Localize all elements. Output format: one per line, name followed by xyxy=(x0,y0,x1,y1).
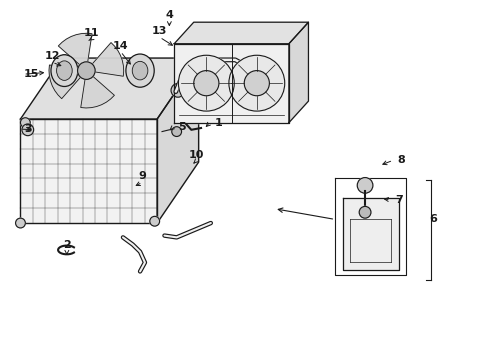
Polygon shape xyxy=(86,42,123,76)
Polygon shape xyxy=(289,22,308,123)
Circle shape xyxy=(172,127,182,136)
Polygon shape xyxy=(343,198,399,270)
Text: 6: 6 xyxy=(429,215,437,224)
Text: 1: 1 xyxy=(214,118,222,128)
Circle shape xyxy=(178,55,234,111)
Ellipse shape xyxy=(56,61,72,80)
Circle shape xyxy=(244,71,270,96)
Polygon shape xyxy=(81,71,114,108)
Text: 9: 9 xyxy=(139,171,147,181)
Circle shape xyxy=(22,124,34,136)
Polygon shape xyxy=(21,58,198,119)
Text: 3: 3 xyxy=(24,124,31,134)
Circle shape xyxy=(229,55,285,111)
Circle shape xyxy=(77,62,95,80)
Text: 2: 2 xyxy=(63,239,71,249)
Circle shape xyxy=(171,84,185,97)
Text: 7: 7 xyxy=(395,195,403,205)
Circle shape xyxy=(359,206,371,218)
Text: 13: 13 xyxy=(152,26,167,36)
Polygon shape xyxy=(174,22,308,44)
Text: 4: 4 xyxy=(166,10,173,20)
Polygon shape xyxy=(157,58,198,223)
Text: 12: 12 xyxy=(45,51,60,61)
Polygon shape xyxy=(21,119,157,223)
Polygon shape xyxy=(58,33,92,71)
Text: 10: 10 xyxy=(189,150,204,160)
Circle shape xyxy=(16,218,25,228)
Circle shape xyxy=(21,118,30,127)
Ellipse shape xyxy=(132,61,148,80)
Circle shape xyxy=(150,216,160,226)
Ellipse shape xyxy=(51,55,78,86)
Polygon shape xyxy=(49,65,86,99)
Polygon shape xyxy=(174,44,289,123)
Text: 14: 14 xyxy=(113,41,128,50)
Text: 5: 5 xyxy=(178,122,185,132)
Circle shape xyxy=(357,177,373,193)
Text: 8: 8 xyxy=(397,155,405,165)
Ellipse shape xyxy=(126,54,154,87)
Text: 11: 11 xyxy=(83,28,99,38)
Circle shape xyxy=(194,71,219,96)
Text: 15: 15 xyxy=(24,69,39,79)
Circle shape xyxy=(59,55,69,65)
